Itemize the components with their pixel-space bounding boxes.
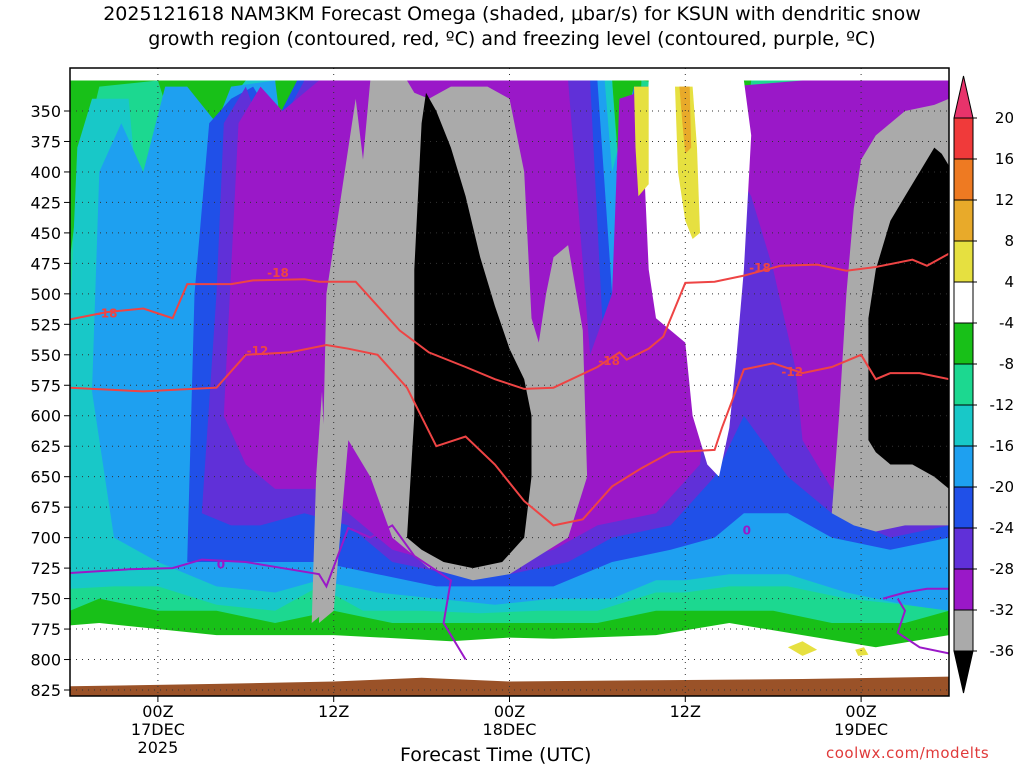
colorbar-label: -28 [990,560,1015,578]
colorbar-swatch [953,158,974,201]
y-tick-label: 700 [30,529,61,548]
contour-label: -12 [247,344,269,358]
omega-region-9 [407,92,532,569]
x-axis-label: Forecast Time (UTC) [400,744,592,766]
y-tick-label: 500 [30,285,61,304]
colorbar-label: -4 [999,314,1014,332]
x-tick-label: 19DEC [834,720,888,739]
omega-region-17 [787,641,818,656]
colorbar-swatch [953,404,974,447]
y-tick-label: 425 [30,193,61,212]
contour-label: -12 [781,365,803,379]
y-tick-label: 625 [30,437,61,456]
colorbar-swatch [953,363,974,406]
y-tick-label: 650 [30,468,61,487]
contour-layer: -18 -18 -12 -18 -18 -12 0 0 [70,252,949,661]
y-tick-label: 600 [30,407,61,426]
chart-title: 2025121618 NAM3KM Forecast Omega (shaded… [0,2,1024,52]
y-tick-label: 725 [30,559,61,578]
y-tick-label: 550 [30,346,61,365]
x-tick-label: 17DEC [131,720,185,739]
colorbar-swatch [953,75,974,119]
colorbar-label: -20 [990,478,1015,496]
colorbar-label: -32 [990,601,1015,619]
x-tick-label: 2025 [138,738,179,757]
colorbar-swatch [953,199,974,242]
colorbar-swatch [953,486,974,529]
colorbar-swatch [953,445,974,488]
colorbar-label: -16 [990,437,1015,455]
colorbar-label: 16 [995,150,1014,168]
colorbar-label: -12 [990,396,1015,414]
y-tick-label: 525 [30,315,61,334]
colorbar-label: -8 [999,355,1014,373]
omega-region-16 [679,86,692,154]
grid-layer [70,68,949,696]
contour-label: -18 [96,306,118,320]
y-tick-label: 800 [30,651,61,670]
y-tick-label: 825 [30,681,61,700]
y-tick-label: 375 [30,132,61,151]
contour-line-1 [70,343,949,527]
x-tick-label: 00Z [845,702,876,721]
x-tick-label: 12Z [670,702,701,721]
y-axis: 350 375 400 425 450 475 500 525 550 575 600 625 650 6… [30,102,70,700]
contour-line-4 [882,587,949,600]
colorbar-swatch [953,568,974,611]
contour-line-2 [70,524,467,661]
x-tick-label: 00Z [494,702,525,721]
x-tick-label: 18DEC [483,720,537,739]
colorbar-label: 12 [995,191,1014,209]
colorbar-swatch [953,240,974,283]
x-tick-label: 00Z [142,702,173,721]
y-tick-label: 475 [30,254,61,273]
x-tick-label: 12Z [318,702,349,721]
omega-region-14 [634,86,649,197]
omega-region-11 [311,391,327,623]
chart-title-line2: growth region (contoured, red, ºC) and f… [148,28,876,50]
y-tick-label: 750 [30,590,61,609]
colorbar: 20 16 12 8 4 -4 -8 -12 -16 -20 -24 -28 -32 -36 [953,75,1015,694]
contour-line-0 [70,252,949,390]
y-tick-label: 675 [30,498,61,517]
y-tick-label: 575 [30,376,61,395]
colorbar-swatch [953,117,974,160]
colorbar-swatch [953,609,974,652]
chart-title-line1: 2025121618 NAM3KM Forecast Omega (shaded… [103,3,921,25]
colorbar-swatch [953,527,974,570]
y-tick-label: 775 [30,620,61,639]
contour-label: -18 [267,266,289,280]
colorbar-label: 4 [1004,273,1014,291]
contour-label: -18 [749,261,771,275]
contour-line-3 [896,598,949,655]
colorbar-label: -36 [990,642,1015,660]
colorbar-label: 20 [995,109,1014,127]
colorbar-label: -24 [990,519,1015,537]
omega-region-18 [855,647,869,656]
y-tick-label: 450 [30,224,61,243]
y-tick-label: 350 [30,102,61,121]
colorbar-swatch [953,650,974,694]
colorbar-swatch [953,322,974,365]
contour-label: 0 [217,557,225,571]
omega-region-15 [675,86,700,239]
colorbar-label: 8 [1004,232,1014,250]
credit-link[interactable]: coolwx.com/modelts [826,744,990,762]
contour-label: -18 [598,354,620,368]
plot-area [70,80,949,696]
colorbar-swatch [953,281,974,324]
contour-label: 0 [743,523,751,537]
y-tick-label: 400 [30,163,61,182]
